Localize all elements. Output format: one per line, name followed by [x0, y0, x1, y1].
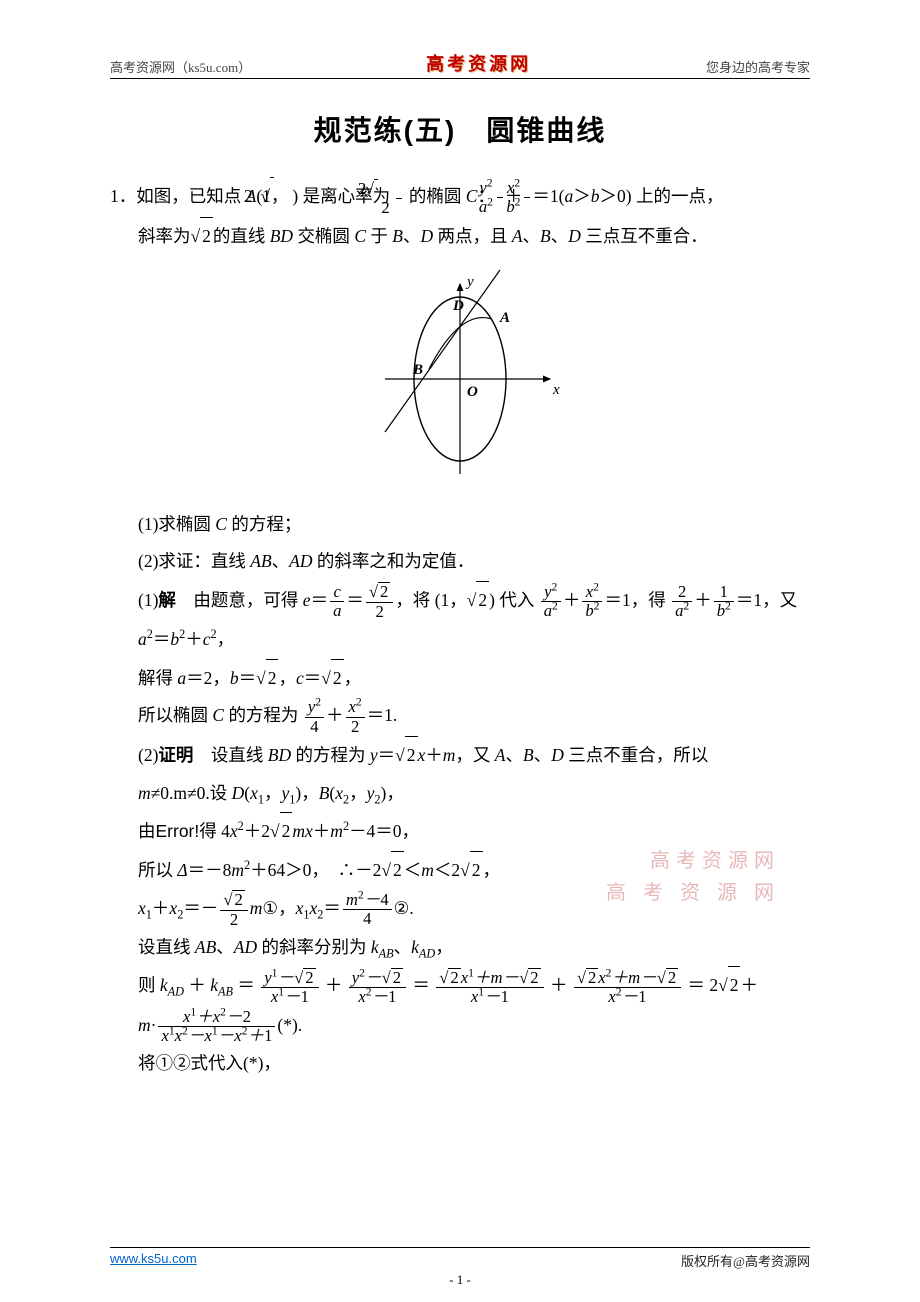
- svg-text:D: D: [452, 298, 464, 314]
- text: (2): [138, 745, 158, 765]
- svg-text:B: B: [412, 362, 423, 378]
- text: 斜率为: [138, 226, 191, 246]
- solution-2-line-7: 则 kAD ＋ kAB ＝ y1－2x1－1 ＋ y2－2x2－1 ＝ 2x1＋…: [110, 966, 810, 1006]
- header-left: 高考资源网（ks5u.com）: [110, 57, 251, 76]
- label-proof: 证明: [158, 745, 193, 765]
- page-footer: www.ks5u.com 版权所有@高考资源网: [110, 1247, 810, 1270]
- text: 的直线: [213, 226, 270, 246]
- svg-text:x: x: [552, 382, 560, 398]
- text: 交椭圆: [293, 226, 354, 246]
- footer-url: www.ks5u.com: [110, 1251, 197, 1270]
- ellipse-svg: x y A D B O: [355, 264, 565, 484]
- solution-2-line-3: 由Error!得 4x2＋22mx＋m2－4＝0，: [110, 812, 810, 851]
- text: 所以: [138, 860, 177, 880]
- text: 所以椭圆: [138, 705, 212, 725]
- solution-1-line-1: (1)解 由题意，可得 e＝ca＝22，将 (1，2) 代入 y2a2＋x2b2…: [110, 581, 810, 621]
- svg-text:y: y: [465, 274, 474, 290]
- solution-2-line-2: m≠0.m≠0.设 D(x1，y1)，B(x2，y2)，: [110, 775, 810, 813]
- sub-question-2: (2)求证：直线 AB、AD 的斜率之和为定值．: [110, 543, 810, 581]
- text: 由: [138, 821, 156, 841]
- text: ，又: [762, 590, 797, 610]
- solution-2-line-4: 所以 Δ＝－8m2＋64＞0， ∴－22＜m＜22，: [110, 851, 810, 890]
- text: 的椭圆: [404, 186, 465, 206]
- solution-1-line-2: a2＝b2＋c2，: [110, 621, 810, 659]
- fraction: y2a2: [497, 179, 503, 217]
- text: 两点，且: [433, 226, 512, 246]
- solution-2-line-1: (2)证明 设直线 BD 的方程为 y＝2x＋m，又 A、B、D 三点不重合，所…: [110, 736, 810, 775]
- text: ，: [344, 668, 362, 688]
- sub-question-1: (1)求椭圆 C 的方程；: [110, 506, 810, 544]
- header-right: 您身边的高考专家: [706, 57, 810, 76]
- page: 高考资源网（ks5u.com） 高考资源网 您身边的高考专家 规范练(五) 圆锥…: [0, 0, 920, 1302]
- problem-1-line-1: 1．如图，已知点 A(1，2) 是离心率为 22 的椭圆 C：y2a2＋x2b2…: [110, 177, 810, 217]
- solution-2-line-9: 将①②式代入(*)，: [110, 1045, 810, 1083]
- solution-2-line-5: x1＋x2＝－22m①，x1x2＝m2－44②.: [110, 890, 810, 929]
- text: 由题意，可得: [176, 590, 303, 610]
- text: 三点不重合，所以: [564, 745, 708, 765]
- ellipse-figure: x y A D B O: [110, 264, 810, 498]
- fraction: 22: [396, 179, 402, 218]
- text: 于: [366, 226, 392, 246]
- text: 上的一点，: [632, 186, 724, 206]
- text: 1．如图，已知点: [110, 186, 246, 206]
- document-body: 1．如图，已知点 A(1，2) 是离心率为 22 的椭圆 C：y2a2＋x2b2…: [110, 177, 810, 1083]
- solution-1-line-3: 解得 a＝2，b＝2，c＝2，: [110, 659, 810, 698]
- text: 的方程为: [291, 745, 370, 765]
- text: (1): [138, 590, 158, 610]
- error-text: Error!: [156, 821, 200, 841]
- page-number: - 1 -: [0, 1272, 920, 1288]
- text: m≠0.设: [173, 783, 231, 803]
- text: 则: [138, 975, 160, 995]
- text: 三点互不重合．: [581, 226, 708, 246]
- solution-2-line-8: m·x1＋x2－2x1x2－x1－x2＋1(*).: [110, 1007, 810, 1046]
- document-title: 规范练(五) 圆锥曲线: [110, 109, 810, 149]
- fraction: x2b2: [524, 179, 530, 217]
- text: 是离心率为: [298, 186, 394, 206]
- header-center-logo: 高考资源网: [426, 50, 531, 76]
- text: 得: [199, 821, 221, 841]
- svg-text:O: O: [467, 384, 478, 400]
- label-solution: 解: [158, 590, 176, 610]
- text: ，又: [455, 745, 494, 765]
- text: 设直线: [193, 745, 267, 765]
- solution-1-line-4: 所以椭圆 C 的方程为 y24＋x22＝1.: [110, 697, 810, 736]
- math: C: [466, 186, 478, 206]
- text: 解得: [138, 668, 177, 688]
- text: 的斜率分别为: [257, 937, 371, 957]
- text: 的方程为: [224, 705, 303, 725]
- problem-1-line-2: 斜率为2的直线 BD 交椭圆 C 于 B、D 两点，且 A、B、D 三点互不重合…: [110, 217, 810, 256]
- text: 代入: [495, 590, 539, 610]
- text: ，得: [631, 590, 670, 610]
- footer-copyright: 版权所有@高考资源网: [681, 1251, 810, 1270]
- page-header: 高考资源网（ks5u.com） 高考资源网 您身边的高考专家: [110, 50, 810, 79]
- text: 设直线: [138, 937, 195, 957]
- solution-2-line-6: 设直线 AB、AD 的斜率分别为 kAB、kAD，: [110, 929, 810, 967]
- svg-text:A: A: [499, 310, 510, 326]
- text: ，将: [395, 590, 434, 610]
- math: (1，2): [256, 186, 298, 206]
